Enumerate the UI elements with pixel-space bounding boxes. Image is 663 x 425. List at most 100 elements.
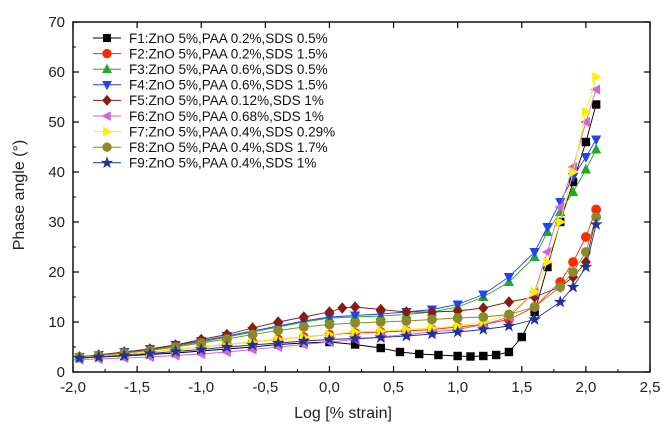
legend-item: F8:ZnO 5%,PAA 0.4%,SDS 1.7% xyxy=(93,140,328,155)
legend-item: F7:ZnO 5%,PAA 0.4%,SDS 0.29% xyxy=(93,124,335,139)
x-tick-label: -2,0 xyxy=(60,379,86,396)
legend-label: F3:ZnO 5%,PAA 0.6%,SDS 0.5% xyxy=(129,62,328,77)
y-tick-label: 30 xyxy=(48,214,65,231)
data-point xyxy=(542,223,553,233)
data-point xyxy=(491,350,501,360)
legend-label: F6:ZnO 5%,PAA 0.68%,SDS 1% xyxy=(129,109,324,124)
data-point xyxy=(143,346,157,359)
legend-item: F5:ZnO 5%,PAA 0.12%,SDS 1% xyxy=(93,93,324,108)
legend-label: F4:ZnO 5%,PAA 0.6%,SDS 1.5% xyxy=(129,78,328,93)
data-point xyxy=(568,257,578,267)
legend-marker xyxy=(103,126,113,137)
legend-marker xyxy=(102,33,112,43)
legend-item: F4:ZnO 5%,PAA 0.6%,SDS 1.5% xyxy=(93,78,328,93)
data-point xyxy=(247,329,258,340)
data-point xyxy=(169,344,182,357)
data-point xyxy=(517,332,526,342)
legend-label: F1:ZnO 5%,PAA 0.2%,SDS 0.5% xyxy=(129,31,328,46)
x-axis-title: Log [% strain] xyxy=(294,405,392,422)
data-point xyxy=(297,334,311,347)
data-point xyxy=(591,143,602,154)
data-point xyxy=(324,306,335,318)
legend-label: F9:ZnO 5%,PAA 0.4%,SDS 1% xyxy=(129,156,316,171)
data-point xyxy=(529,302,540,312)
x-tick-label: 0,5 xyxy=(383,379,404,396)
data-point xyxy=(451,325,465,338)
data-point xyxy=(395,347,405,357)
y-tick-label: 70 xyxy=(48,14,65,31)
data-point xyxy=(580,153,591,163)
data-point xyxy=(589,217,603,230)
data-point xyxy=(503,296,514,308)
data-point xyxy=(298,322,309,332)
series-9 xyxy=(73,217,603,364)
data-point xyxy=(569,166,579,178)
x-tick-label: 1,0 xyxy=(447,379,468,396)
data-point xyxy=(503,273,515,283)
data-point xyxy=(401,316,412,326)
legend-label: F8:ZnO 5%,PAA 0.4%,SDS 1.7% xyxy=(129,140,328,155)
data-point xyxy=(425,327,439,340)
series-line xyxy=(79,104,597,359)
legend: F1:ZnO 5%,PAA 0.2%,SDS 0.5%F2:ZnO 5%,PAA… xyxy=(93,31,335,171)
data-point xyxy=(375,317,386,327)
data-point xyxy=(591,100,601,109)
data-point xyxy=(476,322,490,335)
data-point xyxy=(324,319,335,330)
data-point xyxy=(400,329,413,342)
data-point xyxy=(376,343,385,353)
data-point xyxy=(567,186,579,196)
y-tick-label: 60 xyxy=(48,64,65,81)
legend-marker xyxy=(100,156,114,168)
y-tick-label: 50 xyxy=(48,114,65,131)
data-point xyxy=(350,318,360,328)
data-point xyxy=(556,216,566,228)
data-point xyxy=(194,342,208,355)
data-point xyxy=(271,336,285,349)
y-tick-label: 20 xyxy=(48,264,65,281)
data-point xyxy=(478,312,489,322)
legend-marker xyxy=(102,63,112,74)
x-tick-label: 2,5 xyxy=(640,379,661,396)
y-axis-ticks: 0 10 20 30 40 50 60 70 xyxy=(48,14,650,381)
legend-label: F2:ZnO 5%,PAA 0.2%,SDS 1.5% xyxy=(129,46,328,61)
data-point xyxy=(591,135,602,146)
data-point xyxy=(453,351,462,361)
y-tick-label: 10 xyxy=(48,314,65,331)
data-point xyxy=(553,295,567,308)
legend-marker xyxy=(102,94,112,106)
data-point xyxy=(73,351,86,364)
x-tick-label: -0,5 xyxy=(252,379,278,396)
data-point xyxy=(117,348,131,361)
data-point xyxy=(504,347,514,357)
data-point xyxy=(466,352,475,361)
data-point xyxy=(541,246,552,258)
data-point xyxy=(566,280,580,293)
x-tick-label: 2,0 xyxy=(575,379,596,396)
y-axis-title: Phase angle (°) xyxy=(11,140,28,250)
data-point xyxy=(92,350,105,363)
y-tick-label: 0 xyxy=(57,364,65,381)
data-point xyxy=(478,302,489,314)
data-point xyxy=(580,247,591,257)
data-point xyxy=(529,248,540,258)
legend-marker xyxy=(102,142,112,152)
data-point xyxy=(581,106,592,118)
data-point xyxy=(452,300,463,311)
legend-marker xyxy=(101,111,111,121)
legend-label: F7:ZnO 5%,PAA 0.4%,SDS 0.29% xyxy=(129,124,335,139)
data-point xyxy=(220,340,234,353)
data-point xyxy=(414,349,424,359)
legend-item: F2:ZnO 5%,PAA 0.2%,SDS 1.5% xyxy=(93,46,328,61)
data-point xyxy=(478,290,489,301)
x-tick-label: -1,5 xyxy=(124,379,150,396)
data-point xyxy=(427,314,437,325)
legend-item: F3:ZnO 5%,PAA 0.6%,SDS 0.5% xyxy=(93,62,328,77)
series-line xyxy=(79,149,597,358)
legend-item: F1:ZnO 5%,PAA 0.2%,SDS 0.5% xyxy=(93,31,328,46)
data-point xyxy=(375,303,386,316)
data-point xyxy=(479,351,488,361)
data-point xyxy=(273,325,284,336)
data-point xyxy=(590,84,601,95)
series-layer xyxy=(73,71,603,365)
